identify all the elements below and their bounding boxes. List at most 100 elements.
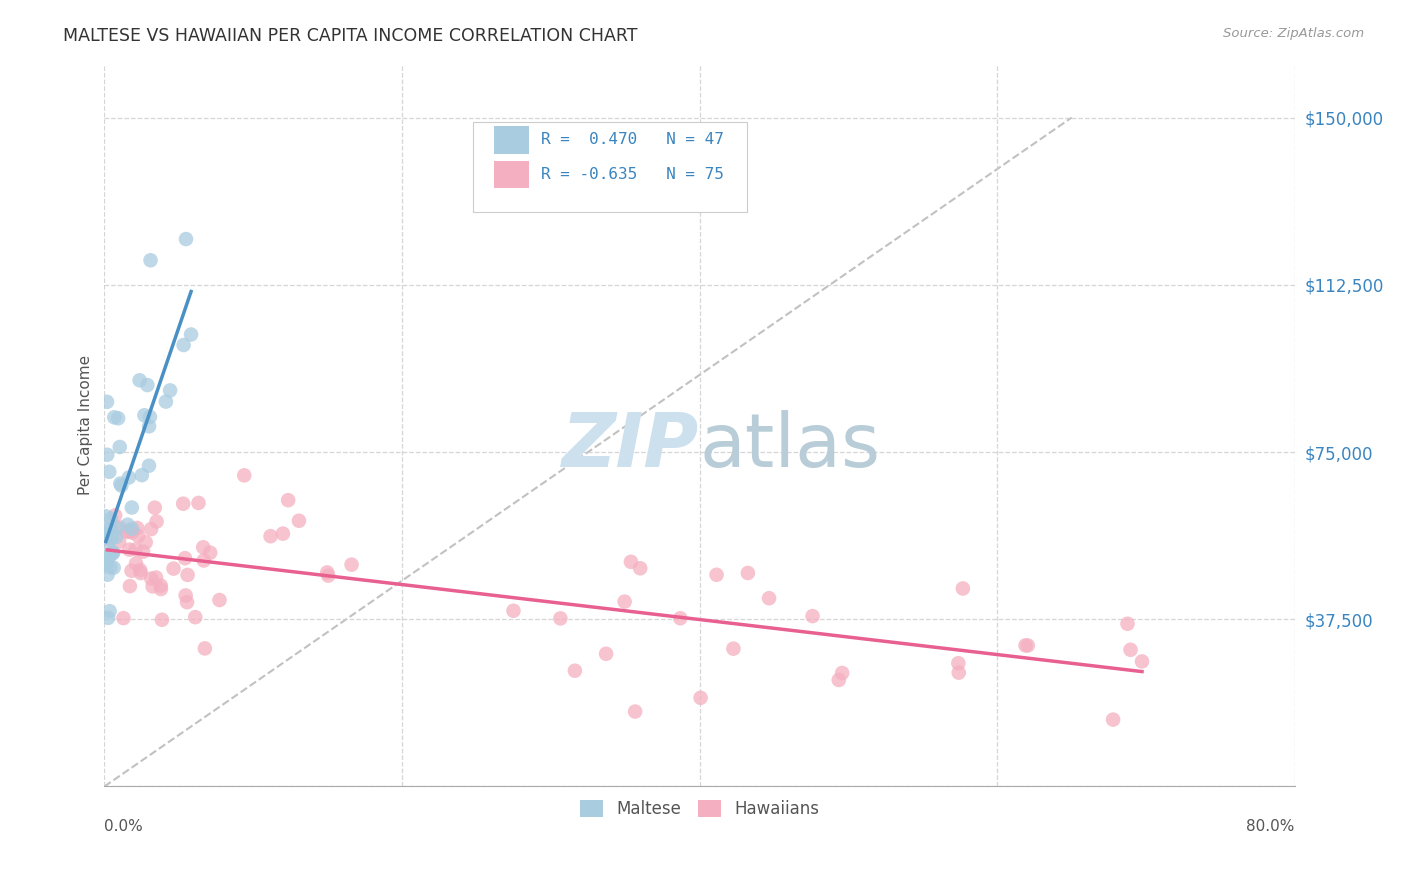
Point bbox=[184, 610, 207, 624]
Point bbox=[129, 566, 152, 580]
Point bbox=[208, 593, 231, 607]
Point bbox=[127, 521, 149, 535]
Point bbox=[595, 647, 617, 661]
Point bbox=[948, 665, 970, 680]
Point bbox=[316, 566, 339, 580]
Point bbox=[1130, 655, 1153, 669]
Point bbox=[198, 546, 221, 560]
Point bbox=[100, 522, 122, 536]
Point bbox=[97, 567, 120, 582]
FancyBboxPatch shape bbox=[494, 161, 530, 188]
Point bbox=[277, 493, 299, 508]
Point bbox=[94, 528, 117, 542]
Point bbox=[131, 468, 153, 483]
Point bbox=[96, 394, 118, 409]
Point bbox=[193, 541, 215, 555]
FancyBboxPatch shape bbox=[474, 122, 747, 212]
Point bbox=[502, 604, 524, 618]
Point bbox=[115, 524, 138, 539]
Point bbox=[97, 611, 120, 625]
Point bbox=[121, 564, 143, 578]
Point bbox=[172, 497, 194, 511]
Point bbox=[831, 665, 853, 680]
Point bbox=[97, 537, 120, 551]
Point bbox=[288, 514, 311, 528]
Point bbox=[176, 595, 198, 609]
Point bbox=[98, 465, 121, 479]
Point bbox=[143, 500, 166, 515]
Point bbox=[145, 570, 167, 584]
Point bbox=[145, 515, 167, 529]
Point bbox=[180, 327, 202, 342]
Point bbox=[121, 525, 143, 540]
Point bbox=[139, 522, 162, 536]
Point bbox=[103, 410, 125, 425]
Point bbox=[233, 468, 256, 483]
Point bbox=[1014, 639, 1036, 653]
Point bbox=[98, 604, 121, 618]
Text: 0.0%: 0.0% bbox=[104, 819, 143, 834]
Point bbox=[271, 526, 294, 541]
Point bbox=[801, 609, 824, 624]
Point bbox=[194, 641, 217, 656]
Text: ZIP: ZIP bbox=[562, 410, 700, 483]
Point bbox=[620, 555, 643, 569]
Point bbox=[101, 545, 124, 559]
Point bbox=[104, 508, 127, 523]
Point bbox=[125, 557, 148, 571]
Point bbox=[669, 611, 692, 625]
Point bbox=[828, 673, 851, 687]
Point bbox=[118, 470, 141, 484]
Text: 80.0%: 80.0% bbox=[1247, 819, 1295, 834]
Point bbox=[138, 419, 160, 434]
Point bbox=[624, 705, 647, 719]
Point bbox=[149, 579, 172, 593]
Text: R =  0.470   N = 47: R = 0.470 N = 47 bbox=[541, 132, 724, 147]
Point bbox=[187, 496, 209, 510]
Point bbox=[159, 384, 181, 398]
Point bbox=[174, 589, 197, 603]
Point bbox=[105, 530, 128, 544]
Text: Source: ZipAtlas.com: Source: ZipAtlas.com bbox=[1223, 27, 1364, 40]
Text: MALTESE VS HAWAIIAN PER CAPITA INCOME CORRELATION CHART: MALTESE VS HAWAIIAN PER CAPITA INCOME CO… bbox=[63, 27, 638, 45]
Text: R = -0.635   N = 75: R = -0.635 N = 75 bbox=[541, 167, 724, 182]
Point bbox=[1102, 713, 1125, 727]
Point bbox=[94, 527, 117, 541]
Point bbox=[723, 641, 745, 656]
Point bbox=[155, 394, 177, 409]
Point bbox=[101, 546, 124, 560]
Point bbox=[112, 611, 135, 625]
Point bbox=[132, 544, 155, 558]
Point bbox=[107, 411, 129, 425]
Point bbox=[94, 553, 117, 567]
Point bbox=[129, 563, 152, 577]
Point bbox=[121, 500, 143, 515]
Point bbox=[108, 440, 131, 454]
Point bbox=[316, 568, 339, 582]
Point bbox=[117, 517, 139, 532]
Point bbox=[105, 521, 128, 535]
Point bbox=[141, 572, 163, 586]
Point bbox=[134, 409, 156, 423]
Point bbox=[149, 582, 172, 596]
Point bbox=[613, 594, 636, 608]
Point bbox=[118, 579, 141, 593]
Point bbox=[706, 567, 728, 582]
Point bbox=[138, 458, 160, 473]
Point bbox=[737, 566, 759, 580]
Point bbox=[174, 551, 197, 566]
Point bbox=[948, 656, 970, 670]
Legend: Maltese, Hawaiians: Maltese, Hawaiians bbox=[574, 794, 827, 825]
Point bbox=[94, 509, 117, 524]
Point bbox=[136, 378, 159, 392]
Text: atlas: atlas bbox=[700, 410, 880, 483]
Point bbox=[952, 582, 974, 596]
Point bbox=[259, 529, 281, 543]
Point bbox=[139, 253, 162, 268]
Point bbox=[127, 529, 149, 543]
Point bbox=[110, 476, 132, 491]
Point bbox=[128, 373, 150, 387]
FancyBboxPatch shape bbox=[494, 126, 530, 153]
Point bbox=[118, 542, 141, 557]
Point bbox=[193, 553, 215, 567]
